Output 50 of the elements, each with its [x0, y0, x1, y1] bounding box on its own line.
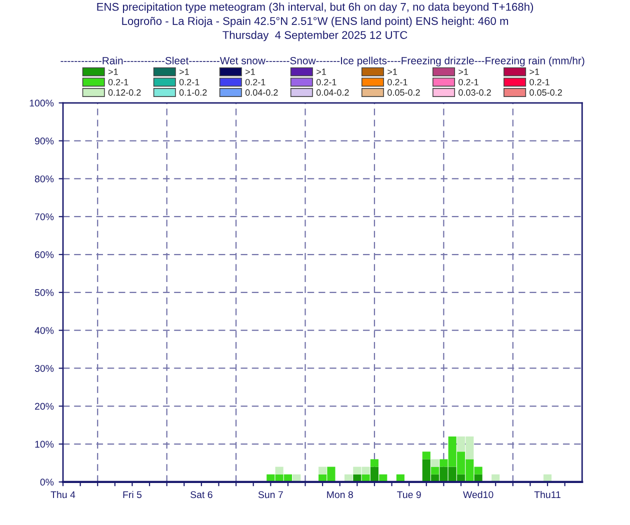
bar: [431, 466, 440, 474]
legend-label: 0.2-1: [388, 78, 408, 86]
y-tick-label: 80%: [34, 175, 54, 182]
x-tick-label: Fri 5: [123, 490, 142, 498]
legend-label: >1: [316, 68, 326, 75]
legend-label: 0.2-1: [458, 78, 478, 86]
x-tick-label: Tue 9: [397, 491, 421, 498]
x-tick-label: Mon 8: [327, 491, 353, 498]
legend-label: >1: [530, 68, 540, 75]
bar: [318, 466, 327, 474]
legend-label: 0.04-0.2: [316, 89, 349, 96]
y-tick-label: 100%: [30, 100, 54, 107]
x-tick-label: Thu 4: [50, 490, 76, 498]
chart-subtitle: Logroño - La Rioja - Spain 42.5°N 2.51°W (ENS land point) ENS height: 460 m Thursday 4 September 2025 12 UTC: [122, 16, 508, 42]
legend-label: >1: [246, 68, 255, 75]
x-tick-label: Wed10: [463, 490, 494, 498]
y-tick-label: 60%: [35, 251, 54, 258]
x-tick-label: Sun 7: [258, 491, 283, 498]
bar: [370, 466, 379, 482]
y-tick-label: 0%: [40, 478, 54, 486]
x-tick-label: Sat 6: [190, 491, 212, 498]
legend-label: >1: [108, 68, 118, 75]
legend-label: >1: [388, 68, 398, 75]
legend-label: 0.05-0.2: [388, 89, 420, 96]
y-tick-label: 40%: [34, 327, 54, 334]
chart-title: ENS precipitation type meteogram (3h interval, but 6h on day 7, no data beyond T+168h): [97, 2, 534, 13]
legend-label: 0.05-0.2: [530, 89, 562, 96]
legend-label: 0.12-0.2: [108, 89, 141, 96]
x-tick-label: Thu11: [534, 490, 560, 498]
legend-label: 0.1-0.2: [179, 89, 207, 96]
y-tick-label: 20%: [35, 402, 54, 410]
y-tick-label: 50%: [34, 289, 54, 296]
y-tick-label: 30%: [34, 364, 54, 372]
bar: [370, 459, 379, 467]
legend-label: 0.2-1: [245, 78, 266, 86]
legend-label: >1: [180, 68, 189, 75]
bar: [275, 466, 284, 474]
legend-label: 0.2-1: [108, 78, 128, 86]
y-tick-label: 90%: [34, 138, 54, 144]
bar: [431, 459, 440, 467]
y-tick-label: 70%: [35, 213, 54, 220]
legend-label: 0.2-1: [316, 78, 336, 86]
legend-label: 0.2-1: [179, 78, 200, 86]
legend-label: 0.04-0.2: [245, 89, 278, 96]
legend-title: ------------Rain------------Sleet---------Wet snow-------Snow-------Ice pellets----Freezing drizzle---Freezing rain (mm/hr): [60, 56, 584, 66]
legend-label: 0.03-0.2: [458, 89, 491, 96]
legend-label: 0.2-1: [530, 78, 550, 86]
bar: [422, 452, 430, 460]
y-tick-label: 10%: [35, 440, 54, 448]
legend-label: >1: [458, 68, 468, 75]
